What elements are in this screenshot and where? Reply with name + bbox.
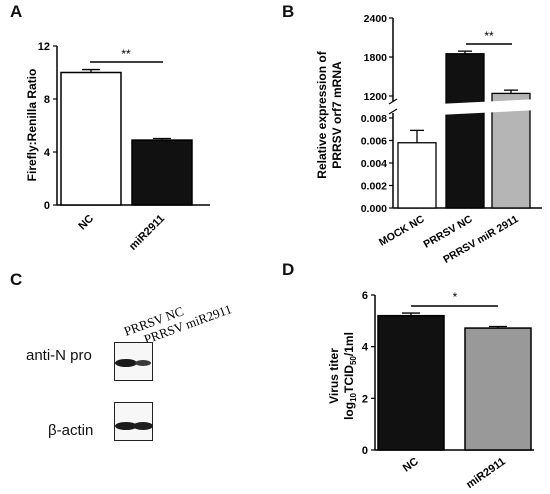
y-tick-label: 12 [38, 41, 50, 53]
panel-letter-a: A [10, 2, 23, 21]
blot-lane-headers: PRRSV NC PRRSV miR2911 [122, 301, 234, 347]
y-tick-label: 0.004 [361, 158, 387, 170]
y-tick-label: 1200 [364, 91, 388, 103]
y-axis-label: PRRSV orf7 mRNA [330, 61, 344, 169]
y-axis-label: Relative expression of [315, 50, 329, 178]
bar [491, 92, 531, 209]
significance-marker: ** [484, 29, 494, 43]
panel-letter-b: B [282, 2, 295, 21]
y-tick-label: 4 [44, 147, 51, 159]
y-tick-label: 2 [362, 393, 368, 405]
blot-band [133, 422, 153, 430]
bar-mir2911 [131, 139, 193, 206]
western-blot: PRRSV NC PRRSV miR2911 anti-N pro β-acti… [0, 290, 270, 470]
significance-marker: ** [121, 47, 131, 61]
y-tick-label: 6 [362, 290, 368, 302]
x-tick-label: NC [76, 213, 96, 233]
x-tick-label: NC [401, 456, 421, 475]
blot-row-label: β-actin [48, 422, 94, 439]
blot-box-beta-actin [114, 402, 153, 441]
blot-box-anti-n [114, 342, 153, 381]
bar [397, 142, 437, 209]
significance-marker: * [453, 290, 458, 304]
bar-mir2911 [464, 327, 532, 451]
y-tick-label: 0.008 [361, 113, 387, 125]
blot-band [115, 422, 137, 430]
y-axis-label: Virus titer [327, 348, 341, 404]
blot-band [135, 360, 151, 366]
y-tick-label: 1800 [364, 52, 388, 64]
y-tick-label: 0.002 [361, 181, 387, 193]
y-tick-label: 2400 [364, 13, 388, 25]
y-tick-label: 0.000 [361, 203, 387, 215]
axis-break-mark [388, 98, 398, 105]
chart-a: 0 4 8 12 NC miR2911 ** Firefly:Renilla Ratio [25, 41, 210, 253]
bar [445, 53, 485, 209]
chart-b: 0.000 0.002 0.004 0.006 0.008 1200 1800 2400 MOC… [315, 13, 542, 266]
axis-break-mark [388, 108, 398, 115]
blot-band [115, 359, 137, 367]
y-tick-label: 0.006 [361, 136, 387, 148]
y-tick-label: 4 [362, 342, 369, 354]
y-tick-label: 0 [362, 445, 368, 457]
panel-letter-c: C [10, 270, 23, 289]
x-tick-label: MOCK NC [377, 213, 427, 249]
bar-nc [60, 71, 122, 206]
y-axis-label: Firefly:Renilla Ratio [25, 69, 39, 182]
y-tick-label: 8 [44, 94, 50, 106]
blot-row-label: anti-N pro [26, 347, 92, 364]
y-axis-label: log10TCID50/1ml [342, 332, 358, 420]
x-tick-label: miR2911 [464, 456, 507, 491]
bar-nc [377, 314, 445, 451]
panel-letter-d: D [282, 260, 295, 279]
y-tick-label: 0 [44, 200, 50, 212]
axis-break-gap [438, 99, 538, 115]
x-tick-label: miR2911 [127, 213, 167, 253]
